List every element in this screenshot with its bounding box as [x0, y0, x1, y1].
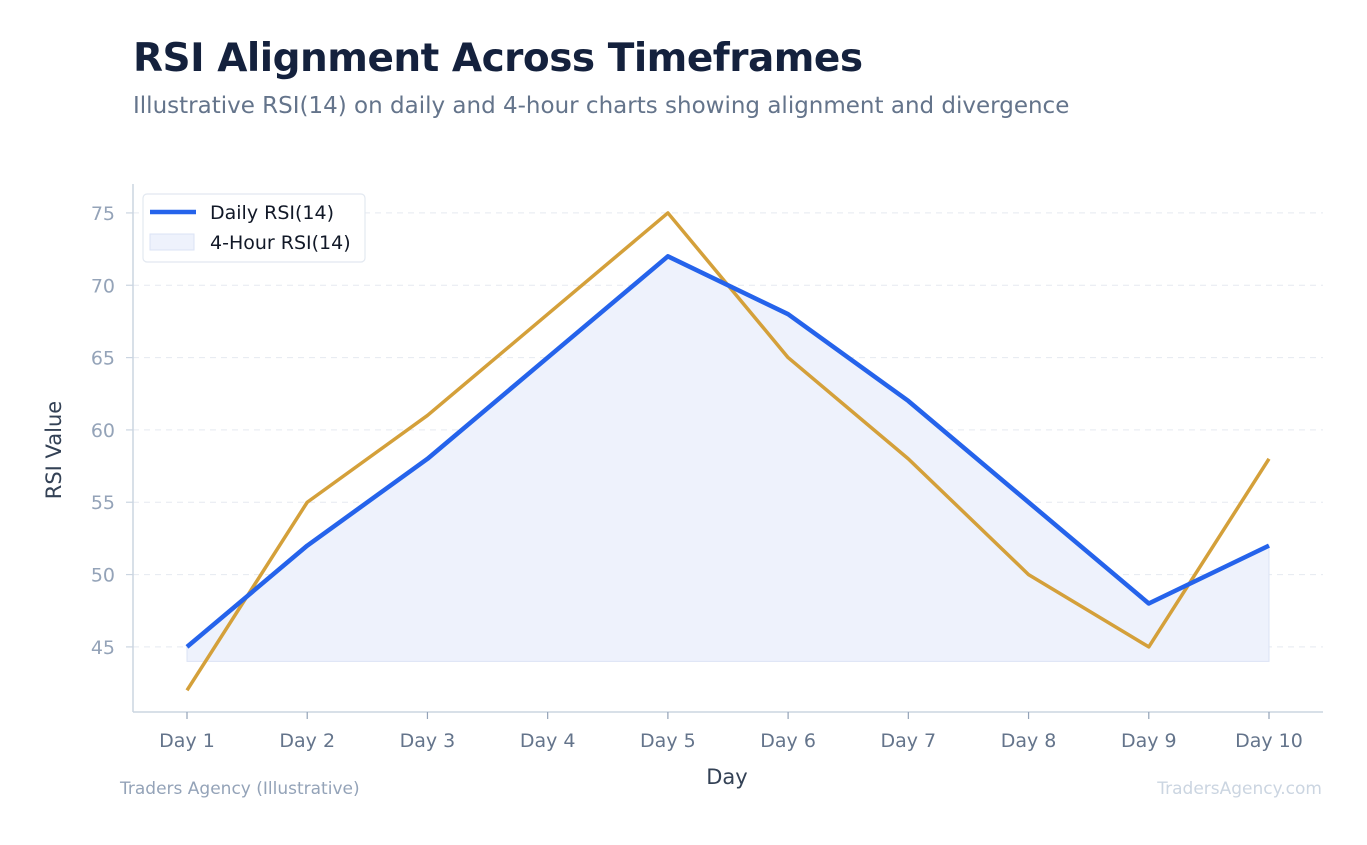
footer-website: TradersAgency.com — [1157, 779, 1322, 799]
y-tick-label-70: 70 — [91, 275, 115, 297]
x-tick-label-6: Day 6 — [760, 730, 816, 752]
footer-source: Traders Agency (Illustrative) — [120, 779, 360, 799]
y-tick-label-55: 55 — [91, 492, 115, 514]
y-tick-label-60: 60 — [91, 420, 115, 442]
x-axis-label: Day — [706, 765, 747, 789]
series-lines — [185, 211, 1271, 692]
x-tick-label-4: Day 4 — [520, 730, 576, 752]
x-axis-ticks: Day 1 Day 2 Day 3 Day 4 Day 5 Day 6 Day 7 Day 8… — [159, 712, 1303, 752]
legend: Daily RSI(14) 4-Hour RSI(14) — [142, 193, 366, 263]
legend-swatch-4hour — [149, 233, 195, 251]
x-tick-label-10: Day 10 — [1235, 730, 1303, 752]
y-axis-ticks: 45 50 55 60 65 70 75 — [91, 203, 133, 659]
y-tick-label-75: 75 — [91, 203, 115, 225]
x-tick-label-5: Day 5 — [640, 730, 696, 752]
x-tick-label-2: Day 2 — [279, 730, 335, 752]
y-tick-label-65: 65 — [91, 348, 115, 370]
series-line-daily — [185, 254, 1270, 649]
x-tick-label-8: Day 8 — [1001, 730, 1057, 752]
daily-area-fill — [186, 255, 1270, 662]
legend-label-4hour: 4-Hour RSI(14) — [210, 232, 351, 254]
x-tick-label-9: Day 9 — [1121, 730, 1177, 752]
y-axis-label: RSI Value — [42, 401, 66, 499]
x-tick-label-7: Day 7 — [881, 730, 937, 752]
x-tick-label-1: Day 1 — [159, 730, 215, 752]
legend-box — [142, 193, 366, 263]
x-tick-label-3: Day 3 — [400, 730, 456, 752]
chart-subtitle: Illustrative RSI(14) on daily and 4-hour… — [133, 93, 1070, 119]
legend-label-daily: Daily RSI(14) — [210, 202, 334, 224]
axes — [132, 184, 1323, 713]
y-tick-label-50: 50 — [91, 565, 115, 587]
chart-title: RSI Alignment Across Timeframes — [133, 36, 863, 81]
area-fill-layer — [186, 255, 1270, 662]
y-tick-label-45: 45 — [91, 637, 115, 659]
